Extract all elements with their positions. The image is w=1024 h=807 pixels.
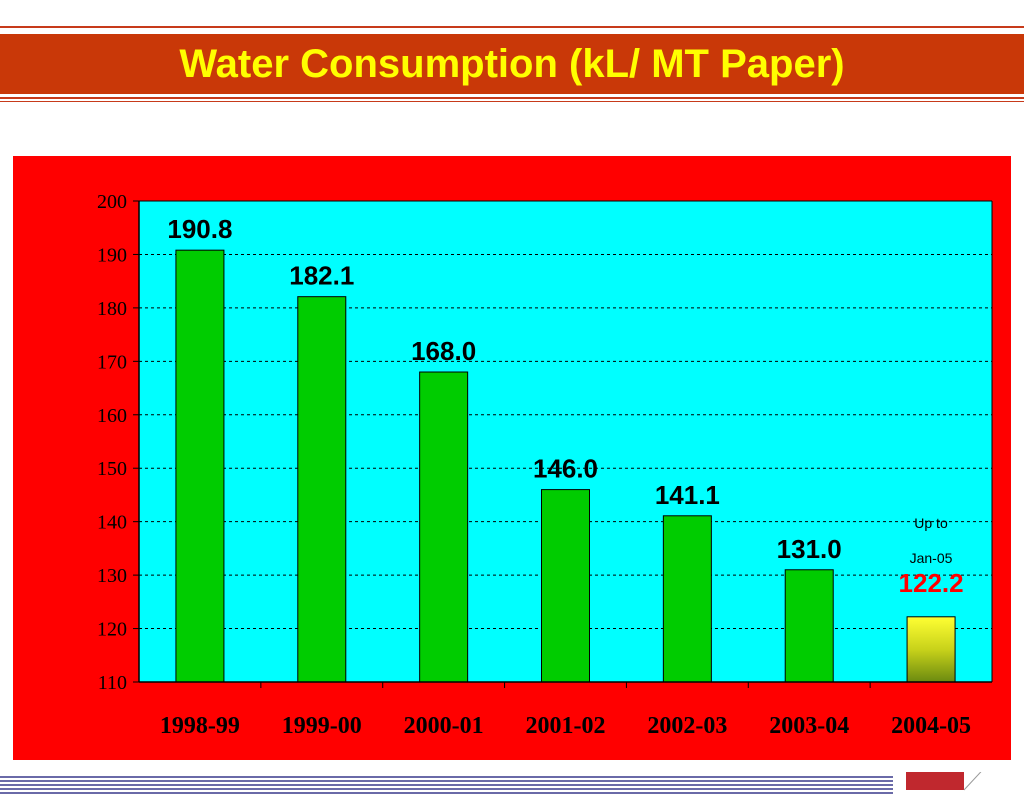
data-label: 141.1 — [655, 480, 720, 510]
x-tick-label: 2004-05 — [891, 713, 971, 739]
y-tick-label: 200 — [97, 191, 127, 213]
x-tick-label: 2003-04 — [769, 713, 849, 739]
x-tick-label: 2001-02 — [526, 713, 606, 739]
corner-fold — [963, 772, 982, 791]
y-tick-label: 130 — [97, 565, 127, 587]
y-tick-label: 160 — [97, 405, 127, 427]
bar — [784, 569, 834, 683]
title-rule-top — [0, 26, 1024, 28]
bar — [297, 296, 347, 683]
x-tick-label: 2002-03 — [647, 713, 727, 739]
data-label: 131.0 — [777, 534, 842, 564]
x-tick-label: 1998-99 — [160, 713, 240, 739]
chart-title: Water Consumption (kL/ MT Paper) — [179, 42, 845, 86]
corner-block — [906, 772, 964, 790]
y-tick-label: 170 — [97, 351, 127, 373]
x-tick-label: 2000-01 — [404, 713, 484, 739]
data-label: 190.8 — [167, 214, 232, 244]
bottom-decoration — [0, 772, 982, 794]
title-rule-bottom-2 — [0, 101, 1024, 102]
y-tick-label: 180 — [97, 298, 127, 320]
data-label: 146.0 — [533, 454, 598, 484]
annotation-jan-05: Jan-05 — [910, 550, 953, 566]
bar — [906, 616, 956, 683]
y-tick-label: 190 — [97, 244, 127, 266]
title-bar — [0, 34, 1024, 94]
annotation-up-to: Up to — [914, 515, 948, 531]
x-tick-label: 1999-00 — [282, 713, 362, 739]
bottom-rules — [0, 776, 893, 794]
bar — [662, 515, 712, 683]
title-band: Water Consumption (kL/ MT Paper) — [0, 26, 1024, 102]
data-label: 168.0 — [411, 336, 476, 366]
y-tick-label: 150 — [97, 458, 127, 480]
y-tick-label: 110 — [98, 672, 127, 694]
bar — [541, 489, 590, 683]
bar — [419, 371, 469, 683]
title-rule-bottom-1 — [0, 97, 1024, 99]
data-label: 182.1 — [289, 261, 354, 291]
bar — [175, 249, 225, 683]
y-tick-label: 120 — [97, 619, 127, 641]
data-label: 122.2 — [899, 568, 964, 598]
y-tick-label: 140 — [97, 512, 127, 534]
